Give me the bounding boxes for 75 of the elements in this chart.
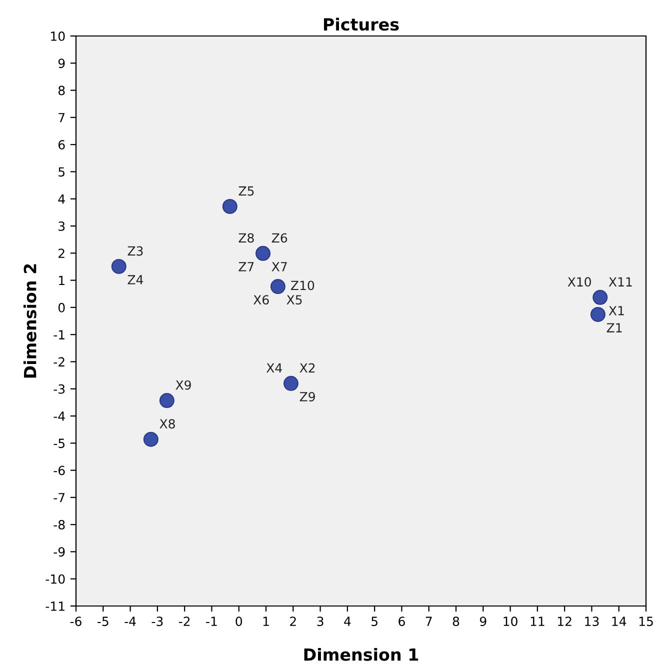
annotation: X11	[608, 277, 632, 286]
annotation: Z1	[606, 323, 622, 332]
point	[159, 393, 174, 408]
annotation: Z10	[291, 280, 314, 290]
x-tick-label: 9	[480, 616, 486, 626]
x-tick-label: 8	[452, 616, 460, 626]
x-tick-label: 1	[263, 616, 269, 626]
x-tick-label: 4	[344, 616, 351, 626]
x-tick-label: -2	[178, 616, 190, 626]
annotation: X8	[160, 419, 175, 429]
x-tick-label: -4	[124, 616, 136, 626]
chart-title: Pictures	[324, 18, 399, 31]
x-tick-label: 7	[426, 616, 432, 626]
x-tick-label: -5	[98, 616, 108, 626]
y-tick-label: 6	[58, 140, 65, 150]
point	[143, 432, 158, 447]
y-tick-label: -1	[54, 330, 64, 340]
y-tick-label: 10	[51, 31, 65, 41]
y-tick-label: 0	[58, 302, 65, 312]
y-tick-label: -10	[46, 574, 65, 584]
y-tick-label: -7	[54, 493, 65, 502]
y-tick-label: 3	[58, 221, 65, 231]
annotation: Z8	[238, 233, 254, 243]
y-tick-label: -3	[54, 384, 65, 394]
x-tick-label: 5	[372, 616, 378, 626]
annotation: X10	[568, 277, 591, 287]
annotation: X4	[266, 363, 282, 372]
annotation: Z9	[300, 392, 315, 402]
y-tick-label: 9	[58, 58, 65, 68]
y-tick-label: -5	[54, 438, 64, 448]
annotation: Z3	[128, 246, 143, 256]
annotation: Z6	[272, 233, 288, 243]
point	[590, 306, 606, 322]
x-tick-label: 14	[612, 616, 626, 626]
x-tick-label: -1	[206, 616, 217, 626]
x-tick-label: 6	[398, 616, 405, 626]
point	[592, 290, 608, 305]
y-tick-label: 8	[58, 86, 65, 96]
annotation: Z4	[128, 275, 144, 284]
annotation: X1	[608, 306, 624, 316]
y-tick-label: 4	[58, 194, 65, 204]
y-tick-label: 7	[58, 113, 65, 122]
x-tick-label: 15	[639, 616, 653, 626]
x-tick-label: 13	[585, 616, 599, 626]
x-tick-label: 12	[558, 616, 572, 626]
y-tick-label: 2	[58, 248, 64, 258]
annotation: Z7	[238, 262, 254, 272]
x-tick-label: -3	[152, 616, 163, 626]
y-tick-label: -2	[54, 357, 64, 366]
y-tick-label: -6	[54, 466, 65, 476]
y-tick-label: -4	[54, 412, 65, 421]
point	[283, 376, 298, 391]
annotation: X9	[176, 380, 191, 390]
annotation: X7	[272, 262, 287, 272]
y-tick-label: 1	[59, 276, 64, 286]
y-tick-label: 5	[58, 167, 64, 177]
annotation: Z5	[238, 186, 254, 196]
point	[111, 258, 126, 274]
point	[222, 198, 238, 214]
x-tick-label: 10	[504, 616, 518, 626]
y-tick-label: -8	[54, 520, 65, 530]
annotation: X5	[286, 295, 302, 305]
x-axis-title: Dimension 1	[304, 648, 418, 661]
x-tick-label: 3	[317, 616, 324, 626]
y-tick-label: -11	[46, 602, 64, 611]
y-tick-label: -9	[54, 547, 65, 557]
point	[270, 279, 286, 294]
x-tick-label: 11	[530, 616, 544, 626]
y-axis-title: Dimension 2	[23, 264, 36, 378]
x-tick-label: -6	[70, 616, 82, 626]
point	[256, 246, 271, 261]
annotation: X6	[253, 295, 269, 305]
x-tick-label: 0	[236, 616, 242, 626]
annotation: X2	[300, 363, 315, 372]
x-tick-label: 2	[290, 616, 296, 626]
